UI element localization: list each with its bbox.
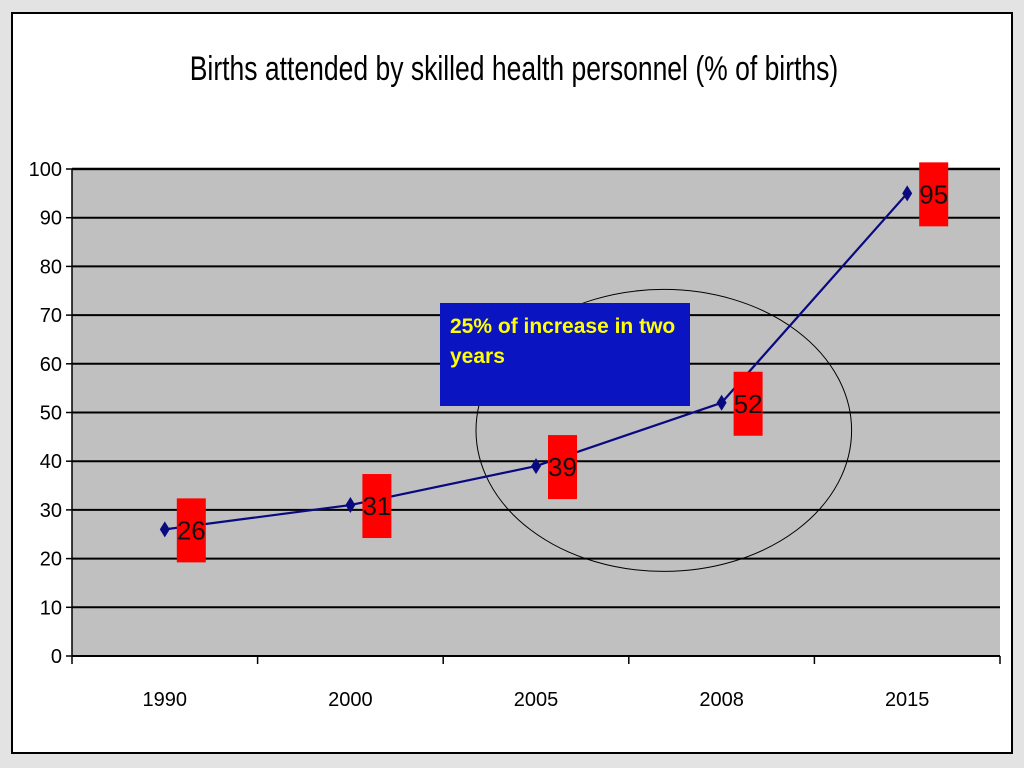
x-tick-label: 2005 xyxy=(514,689,559,711)
annotation-box: 25% of increase in two years xyxy=(440,303,690,406)
y-tick-label: 10 xyxy=(40,597,62,619)
y-tick-label: 0 xyxy=(51,646,62,668)
y-tick-label: 40 xyxy=(40,451,62,473)
data-point-marker xyxy=(159,521,170,538)
data-label-box xyxy=(548,435,577,500)
data-label: 52 xyxy=(734,389,763,419)
highlight-ellipse xyxy=(475,288,853,572)
data-label-box xyxy=(733,371,763,436)
annotation-text: 25% of increase in two years xyxy=(450,315,676,368)
x-tick-label: 1990 xyxy=(143,689,188,711)
data-point-marker xyxy=(531,458,541,475)
data-point-marker xyxy=(902,185,913,202)
data-label: 31 xyxy=(362,491,391,521)
x-tick-label: 2000 xyxy=(328,689,373,711)
data-label: 26 xyxy=(177,515,206,545)
x-tick-label: 2008 xyxy=(699,689,744,711)
y-tick-label: 60 xyxy=(40,354,62,376)
data-label-box xyxy=(362,474,392,539)
data-point-marker xyxy=(716,394,727,411)
data-label-box xyxy=(919,162,949,227)
y-tick-label: 100 xyxy=(29,159,62,181)
y-tick-label: 30 xyxy=(40,500,62,522)
chart-title: Births attended by skilled health person… xyxy=(190,50,838,88)
y-tick-label: 70 xyxy=(40,305,62,327)
data-label-box xyxy=(176,498,206,563)
y-tick-label: 90 xyxy=(40,208,62,230)
x-tick-label: 2015 xyxy=(885,689,930,711)
y-tick-label: 80 xyxy=(40,256,62,278)
y-tick-label: 50 xyxy=(40,403,62,425)
data-label: 39 xyxy=(548,452,577,482)
y-tick-label: 20 xyxy=(40,549,62,571)
data-point-marker xyxy=(345,497,356,514)
plot-area: 0 10 20 30 40 50 60 70 80 90 100 1990 2000 2005 2008 20… xyxy=(29,159,1001,711)
data-label: 95 xyxy=(919,179,948,209)
